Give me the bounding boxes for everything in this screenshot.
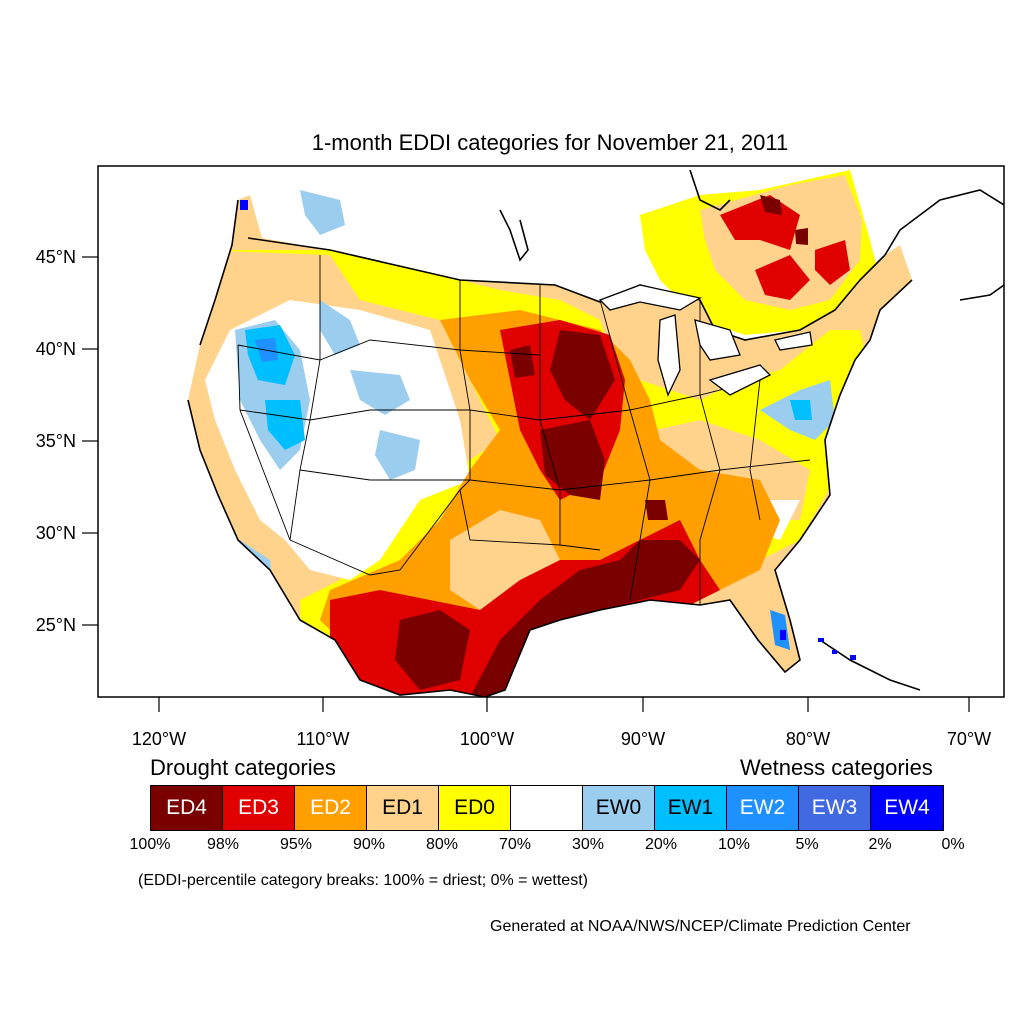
canada-fields	[300, 170, 880, 335]
lon-tick-label: 100°W	[460, 729, 514, 749]
percentile-label: 5%	[795, 836, 819, 853]
lat-axis	[82, 256, 98, 626]
percentile-label: 10%	[717, 836, 751, 853]
lat-tick-label: 30°N	[36, 523, 76, 543]
legend-box-ed0: ED0	[439, 786, 511, 830]
legend-box-ed3: ED3	[223, 786, 295, 830]
legend-box-ew0: EW0	[583, 786, 655, 830]
percentile-label: 80%	[425, 836, 459, 853]
percentile-label: 2%	[868, 836, 892, 853]
lon-tick-label: 70°W	[947, 729, 991, 749]
legend-box-ew1: EW1	[655, 786, 727, 830]
percentile-label: 30%	[571, 836, 605, 853]
legend-box-ew4: EW4	[871, 786, 943, 830]
category-note: (EDDI-percentile category breaks: 100% =…	[138, 872, 588, 889]
legend-box-ed2: ED2	[295, 786, 367, 830]
lon-axis	[158, 697, 970, 712]
state-lines	[237, 255, 811, 605]
lon-tick-label: 90°W	[621, 729, 665, 749]
category-legend: ED4 ED3 ED2 ED1 ED0 EW0 EW1 EW2 EW3 EW4	[150, 785, 944, 831]
wet-specks	[240, 200, 856, 660]
percentile-label: 90%	[352, 836, 386, 853]
coastlines	[499, 169, 1004, 691]
drought-categories-title: Drought categories	[150, 755, 336, 780]
percentile-label: 98%	[206, 836, 240, 853]
lon-tick-label: 110°W	[297, 729, 350, 749]
legend-box-ed1: ED1	[367, 786, 439, 830]
lat-tick-label: 35°N	[36, 431, 76, 451]
legend-box-ew2: EW2	[727, 786, 799, 830]
percentile-label: 70%	[498, 836, 532, 853]
percentile-label: 20%	[644, 836, 678, 853]
lat-tick-label: 45°N	[36, 247, 76, 267]
legend-box-ew3: EW3	[799, 786, 871, 830]
great-lakes	[598, 284, 813, 397]
credit-line: Generated at NOAA/NWS/NCEP/Climate Predi…	[490, 918, 911, 935]
lat-tick-label: 40°N	[36, 339, 76, 359]
percentile-label: 95%	[279, 836, 313, 853]
percentile-label: 100%	[129, 836, 171, 853]
lon-tick-label: 80°W	[786, 729, 830, 749]
legend-box-neutral	[511, 786, 583, 830]
eddi-map: 45°N 40°N 35°N 30°N 25°N 120°W 110°W 100…	[36, 165, 1005, 749]
lat-tick-label: 25°N	[36, 615, 76, 635]
percentile-label: 0%	[941, 836, 965, 853]
map-title: 1-month EDDI categories for November 21,…	[311, 130, 789, 155]
wetness-categories-title: Wetness categories	[740, 755, 933, 780]
legend-box-ed4: ED4	[151, 786, 223, 830]
lon-tick-label: 120°W	[132, 729, 186, 749]
